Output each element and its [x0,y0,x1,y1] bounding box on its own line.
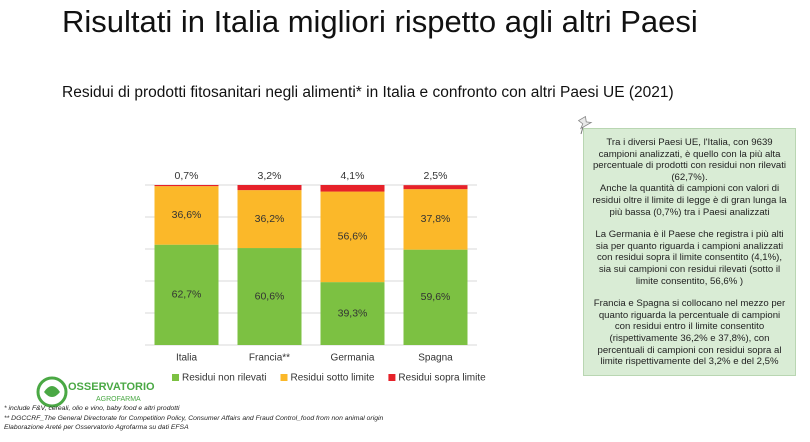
value-label: 3,2% [258,170,282,182]
x-tick-label: Germania [331,353,375,364]
footnote: * include F&V, cereali, olio e vino, bab… [4,405,180,412]
legend-swatch [388,374,396,381]
bar-segment [403,189,468,250]
logo-name: OSSERVATORIO [68,381,155,393]
value-label: 59,6% [421,291,451,303]
legend-label: Residui sotto limite [291,373,375,384]
bar-segment [154,186,219,245]
note-block: Tra i diversi Paesi UE, l'Italia, con 96… [592,137,787,218]
legend-swatch [280,374,288,381]
value-label: 60,6% [255,290,285,302]
value-label: 36,6% [172,209,202,221]
value-label: 36,2% [255,213,285,225]
note-block: La Germania è il Paese che registra i pi… [592,229,787,287]
note-text: Anche la quantità di campioni con valori… [592,183,787,218]
logo: OSSERVATORIO AGROFARMA [36,376,155,408]
bar-segment [237,185,302,191]
value-label: 37,8% [421,213,451,225]
bar-segment [320,282,385,345]
legend-label: Residui sopra limite [398,373,486,384]
value-label: 62,7% [172,289,202,301]
pin-icon [577,115,593,135]
value-label: 56,6% [338,231,368,243]
note-text: Tra i diversi Paesi UE, l'Italia, con 96… [592,137,787,183]
bar-segment [320,191,385,283]
x-tick-label: Italia [176,353,198,364]
value-label: 0,7% [175,170,199,182]
note-box: Tra i diversi Paesi UE, l'Italia, con 96… [583,128,796,376]
note-block: Francia e Spagna si collocano nel mezzo … [592,298,787,368]
bar-segment [403,249,468,345]
legend-label: Residui non rilevati [182,373,267,384]
x-tick-label: Francia** [249,353,290,364]
value-label: 39,3% [338,307,368,319]
x-tick-label: Spagna [418,353,453,364]
bar-segment [154,244,219,345]
chart-title: Residui di prodotti fitosanitari negli a… [62,84,674,101]
bar-segment [237,248,302,345]
note-text: Francia e Spagna si collocano nel mezzo … [593,298,786,368]
bar-segment [320,185,385,192]
bar-segment [403,185,468,190]
note-text: La Germania è il Paese che registra i pi… [595,229,784,287]
footnotes: * include F&V, cereali, olio e vino, bab… [4,404,383,433]
value-label: 4,1% [341,170,365,182]
value-label: 2,5% [424,170,448,182]
footnote: ** DGCCRF_The General Directorate for Co… [4,414,384,422]
slide-title: Risultati in Italia migliori rispetto ag… [62,4,698,39]
logo-sub: AGROFARMA [96,396,141,403]
legend-swatch [172,374,179,381]
footnote: Elaborazione Areté per Osservatorio Agro… [4,424,189,432]
bar-segment [154,185,219,187]
bar-segment [237,190,302,249]
